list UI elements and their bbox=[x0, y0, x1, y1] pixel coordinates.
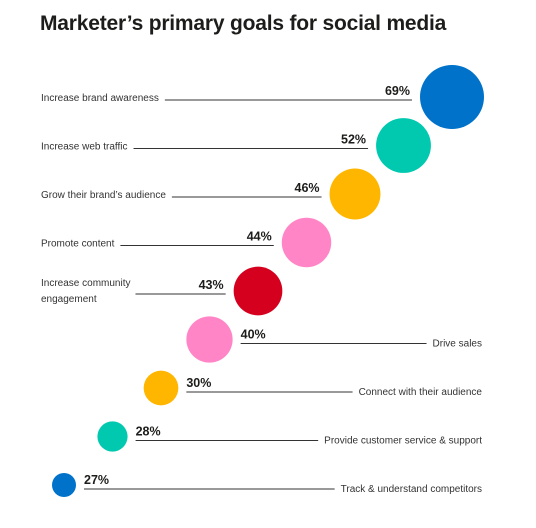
goal-label: Increase web traffic bbox=[41, 142, 128, 153]
goal-row: 40% Drive sales bbox=[186, 316, 482, 363]
goal-bubble bbox=[52, 473, 76, 497]
goal-label: Promote content bbox=[41, 239, 115, 250]
goal-bubble bbox=[186, 316, 233, 363]
percent-label: 40% bbox=[241, 328, 266, 342]
goal-label: Connect with their audience bbox=[359, 387, 483, 398]
goal-row: 28% Provide customer service & support bbox=[97, 421, 482, 452]
goal-row: Increase web traffic 52% bbox=[41, 118, 431, 173]
goal-row: Promote content 44% bbox=[41, 217, 332, 268]
goal-bubble bbox=[143, 370, 179, 406]
goal-bubble bbox=[329, 168, 381, 220]
goal-label: Increase community engagement bbox=[41, 278, 130, 305]
goal-bubble bbox=[97, 421, 128, 452]
percent-label: 27% bbox=[84, 473, 109, 487]
percent-label: 46% bbox=[295, 181, 320, 195]
goal-bubble bbox=[420, 65, 484, 129]
percent-label: 43% bbox=[199, 278, 224, 292]
percent-label: 28% bbox=[136, 425, 161, 439]
goal-label: Grow their brand’s audience bbox=[41, 190, 166, 201]
goal-bubble bbox=[376, 118, 431, 173]
goal-bubble bbox=[233, 266, 283, 316]
percent-label: 44% bbox=[247, 230, 272, 244]
goal-row: Increase brand awareness 69% bbox=[41, 65, 484, 129]
goal-row: Grow their brand’s audience 46% bbox=[41, 168, 381, 220]
goal-row: 30% Connect with their audience bbox=[143, 370, 483, 406]
goal-row: Increase community engagement 43% bbox=[41, 266, 283, 316]
chart-title: Marketer’s primary goals for social medi… bbox=[40, 12, 447, 35]
goal-row: 27% Track & understand competitors bbox=[52, 473, 482, 497]
percent-label: 30% bbox=[186, 376, 211, 390]
percent-label: 69% bbox=[385, 84, 410, 98]
goal-bubble bbox=[281, 217, 332, 268]
goal-label: Drive sales bbox=[433, 339, 482, 350]
percent-label: 52% bbox=[341, 133, 366, 147]
goal-label: Increase brand awareness bbox=[41, 93, 159, 104]
goal-label: Provide customer service & support bbox=[324, 436, 482, 447]
goal-label: Track & understand competitors bbox=[341, 484, 482, 495]
